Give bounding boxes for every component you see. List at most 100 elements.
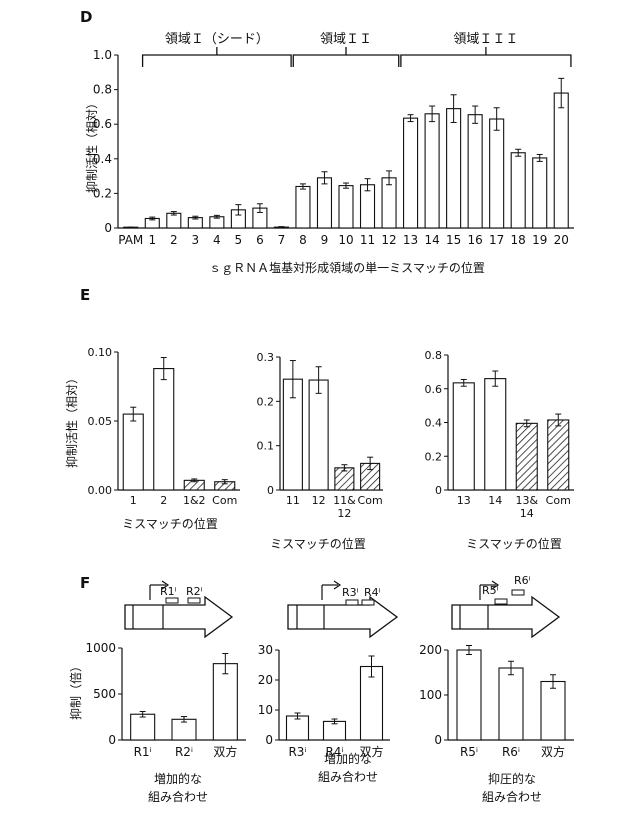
y-tick-label: 500 xyxy=(93,687,116,701)
category-label: 双方 xyxy=(213,744,237,759)
category-label: 10 xyxy=(338,233,353,247)
category-label: 双方 xyxy=(359,744,383,759)
panel-d-ylabel: 抑制活性（相対） xyxy=(84,97,99,193)
y-tick-label: 0.3 xyxy=(257,351,275,364)
bar xyxy=(425,114,439,228)
panel-letter-d: D xyxy=(80,8,92,26)
gene-label-r4: R4ⁱ xyxy=(364,586,381,599)
y-tick-label: 0.8 xyxy=(425,349,443,362)
panel-e-ylabel: 抑制活性（相対） xyxy=(64,372,79,468)
panel-e1-xlabel: ミスマッチの位置 xyxy=(122,516,218,531)
gene-label-r2: R2ⁱ xyxy=(186,585,203,598)
gene-diagram-3: R5ⁱ R6ⁱ xyxy=(452,574,559,637)
category-label: 9 xyxy=(321,233,329,247)
y-tick-label: 0 xyxy=(265,733,273,747)
panel-f3-caption-line2: 組み合わせ xyxy=(482,789,542,804)
y-tick-label: 0 xyxy=(434,733,442,747)
bar xyxy=(554,93,568,228)
bar xyxy=(213,664,237,740)
category-label: 13 xyxy=(457,494,471,507)
bar xyxy=(499,668,523,740)
category-label: 2 xyxy=(170,233,178,247)
bar xyxy=(287,716,309,740)
y-tick-label: 1000 xyxy=(85,641,116,655)
y-tick-label: 200 xyxy=(419,643,442,657)
y-tick-label: 0.10 xyxy=(88,346,113,359)
category-label: 11 xyxy=(360,233,375,247)
category-label: 双方 xyxy=(541,744,565,759)
category-label: R2ⁱ xyxy=(175,745,193,759)
region-bracket xyxy=(143,55,292,67)
bar xyxy=(457,650,481,740)
bar xyxy=(548,420,569,490)
y-tick-label: 0.6 xyxy=(93,117,112,131)
category-label: R5ⁱ xyxy=(460,745,478,759)
category-label: Com xyxy=(358,494,383,507)
y-tick-label: 0.6 xyxy=(425,383,443,396)
chart-f1: 05001000R1ⁱR2ⁱ双方 xyxy=(85,641,246,759)
category-label: 19 xyxy=(532,233,547,247)
gene-diagram-1: R1ⁱ R2ⁱ xyxy=(125,581,232,637)
category-label: 11 xyxy=(286,494,300,507)
y-tick-label: 0.2 xyxy=(425,450,443,463)
bar xyxy=(361,667,383,741)
bar xyxy=(511,153,525,228)
category-label: 4 xyxy=(213,233,221,247)
y-tick-label: 100 xyxy=(419,688,442,702)
y-tick-label: 30 xyxy=(258,643,273,657)
gene-label-r5: R5ⁱ xyxy=(482,584,499,597)
category-label: 3 xyxy=(192,233,200,247)
y-tick-label: 0.4 xyxy=(93,152,112,166)
bar xyxy=(541,682,565,741)
category-label: 11& xyxy=(333,494,356,507)
chart-e1: 0.000.050.10121&2Com xyxy=(88,346,241,507)
bar xyxy=(468,115,482,228)
category-label: 14 xyxy=(424,233,439,247)
category-label: 6 xyxy=(256,233,264,247)
panel-d-xlabel: ｓｇＲＮＡ塩基対形成領域の単一ミスマッチの位置 xyxy=(209,260,485,275)
y-tick-label: 20 xyxy=(258,673,273,687)
bar xyxy=(447,109,461,228)
y-tick-label: 0.8 xyxy=(93,83,112,97)
category-label: 7 xyxy=(278,233,286,247)
category-label: 5 xyxy=(235,233,243,247)
category-label: R4ⁱ xyxy=(325,745,343,759)
y-tick-label: 0 xyxy=(435,484,442,497)
category-label: 12 xyxy=(381,233,396,247)
gene-diagram-2: R3ⁱ R4ⁱ xyxy=(288,581,397,637)
panel-letter-e: E xyxy=(80,286,90,304)
category-label: 13 xyxy=(403,233,418,247)
panel-e3-xlabel: ミスマッチの位置 xyxy=(466,536,562,551)
category-label: 12 xyxy=(337,507,351,520)
y-tick-label: 1.0 xyxy=(93,48,112,62)
bar xyxy=(485,379,506,490)
category-label: 8 xyxy=(299,233,307,247)
y-tick-label: 0 xyxy=(267,484,274,497)
category-label: PAM xyxy=(118,233,143,247)
category-label: R1ⁱ xyxy=(134,745,152,759)
panel-e2-xlabel: ミスマッチの位置 xyxy=(270,536,366,551)
gene-label-r1: R1ⁱ xyxy=(160,585,177,598)
chart-e3: 00.20.40.60.8131413&14Com xyxy=(425,349,575,520)
chart-f3: 0100200R5ⁱR6ⁱ双方 xyxy=(419,643,574,759)
region-bracket xyxy=(293,55,398,67)
category-label: 1 xyxy=(148,233,156,247)
category-label: 2 xyxy=(160,494,167,507)
category-label: 20 xyxy=(554,233,569,247)
panel-f2-caption-line2: 組み合わせ xyxy=(318,769,378,784)
gene-label-r3: R3ⁱ xyxy=(342,586,359,599)
category-label: 16 xyxy=(468,233,483,247)
category-label: R3ⁱ xyxy=(288,745,306,759)
bar xyxy=(490,119,504,228)
bar xyxy=(516,423,537,490)
panel-f1-caption-line2: 組み合わせ xyxy=(148,789,208,804)
category-label: 1 xyxy=(130,494,137,507)
category-label: 14 xyxy=(488,494,502,507)
category-label: Com xyxy=(546,494,571,507)
y-tick-label: 0.4 xyxy=(425,417,443,430)
bar xyxy=(404,118,418,228)
y-tick-label: 0.1 xyxy=(257,440,275,453)
category-label: 12 xyxy=(312,494,326,507)
category-label: 13& xyxy=(515,494,538,507)
